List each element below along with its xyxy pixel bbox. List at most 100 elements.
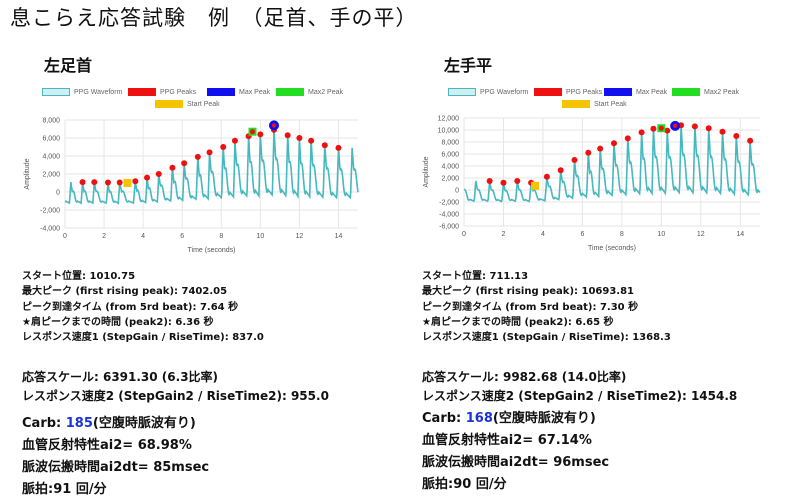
stat-shoulder-time: ★肩ピークまでの時間 (peak2): 6.36 秒 <box>22 316 214 328</box>
ppg-peak-point[interactable] <box>571 157 578 163</box>
ppg-waveform-line <box>64 129 359 205</box>
carb-value: 168 <box>465 411 493 426</box>
ppg-peak-point[interactable] <box>155 171 162 177</box>
stat-start: スタート位置: 1010.75 <box>22 271 136 282</box>
stat-peak-time: ピーク到達タイム (from 5rd beat): 7.64 秒 <box>22 301 239 313</box>
stat-scale: 応答スケール: 6391.30 (6.3比率) <box>22 370 219 384</box>
panel-left-ankle: 左足首 PPG Waveform PPG Peaks Max Peak Max2… <box>0 0 380 502</box>
ppg-peak-point[interactable] <box>624 135 631 142</box>
stat-start: スタート位置: 711.13 <box>422 271 529 282</box>
x-tick-label: 6 <box>580 231 584 238</box>
x-axis-label: Time (seconds) <box>588 245 636 252</box>
stat-carb: Carb: 185(空腹時脈波有り) <box>22 416 196 431</box>
ppg-peak-point[interactable] <box>335 144 342 151</box>
ppg-peak-point[interactable] <box>220 144 227 150</box>
y-tick-label: 4,000 <box>441 164 459 171</box>
y-tick-label: 10,000 <box>438 128 460 135</box>
x-tick-label: 4 <box>141 233 145 240</box>
ppg-peak-point[interactable] <box>206 149 213 156</box>
stat-ai2dt: 脈波伝搬時間ai2dt= 85msec <box>22 460 210 475</box>
legend-start-peak[interactable]: Start Peak <box>155 100 220 108</box>
y-tick-label: 4,000 <box>42 154 60 161</box>
stat-pulse: 脈拍:91 回/分 <box>22 482 107 497</box>
y-tick-label: -2,000 <box>439 200 459 207</box>
ppg-peak-point[interactable] <box>321 142 328 149</box>
ppg-peak-point[interactable] <box>104 179 111 186</box>
legend-max-peak[interactable]: Max Peak <box>207 88 270 96</box>
ppg-peak-point[interactable] <box>514 178 521 184</box>
ppg-peak-point[interactable] <box>284 132 291 139</box>
ppg-peak-point[interactable] <box>91 179 98 186</box>
ppg-peak-point[interactable] <box>638 129 645 136</box>
panel-title: 左足首 <box>44 56 93 75</box>
ppg-peak-point[interactable] <box>747 137 754 144</box>
ppg-peak-point[interactable] <box>585 149 592 156</box>
stat-response2: レスポンス速度2 (StepGain2 / RiseTime2): 955.0 <box>22 388 329 403</box>
ppg-peak-point[interactable] <box>597 145 604 152</box>
stats-block-2: 応答スケール: 6391.30 (6.3比率) レスポンス速度2 (StepGa… <box>22 368 329 405</box>
y-tick-label: 8,000 <box>42 118 60 125</box>
x-tick-label: 14 <box>736 231 744 238</box>
y-tick-label: 0 <box>455 188 459 195</box>
legend-max2-peak[interactable]: Max2 Peak <box>276 88 343 96</box>
y-tick-label: 0 <box>56 190 60 197</box>
legend-peaks[interactable]: PPG Peaks <box>534 88 602 96</box>
stat-ai2: 血管反射特性ai2= 68.98% <box>22 438 192 453</box>
ppg-peak-point[interactable] <box>144 174 151 181</box>
ppg-peak-point[interactable] <box>181 160 188 167</box>
ppg-peak-point[interactable] <box>557 167 564 174</box>
x-tick-label: 6 <box>180 233 184 240</box>
stat-shoulder-time: ★肩ピークまでの時間 (peak2): 6.65 秒 <box>422 316 614 328</box>
max-peak-center <box>672 123 678 129</box>
ppg-peak-point[interactable] <box>664 127 671 134</box>
stat-max-peak: 最大ピーク (first rising peak): 7402.05 <box>22 286 228 298</box>
y-axis-label: Amplitude <box>423 156 430 187</box>
stat-response1: レスポンス速度1 (StepGain / RiseTime): 1368.3 <box>422 332 671 344</box>
x-tick-label: 14 <box>335 233 343 240</box>
legend-waveform[interactable]: PPG Waveform <box>448 88 528 96</box>
ppg-chart-palm: -6,000 -4,000 -2,000 0 2,000 4,000 6,000 8,000 1… <box>423 116 761 252</box>
ppg-waveform-line <box>463 125 761 203</box>
legend-peaks[interactable]: PPG Peaks <box>128 88 196 96</box>
y-tick-label: 12,000 <box>438 116 460 123</box>
carb-value: 185 <box>65 416 93 431</box>
ppg-peak-point[interactable] <box>650 125 657 132</box>
x-tick-label: 0 <box>462 231 466 238</box>
ppg-peak-point[interactable] <box>691 123 698 130</box>
ppg-peak-point[interactable] <box>231 137 238 144</box>
ppg-peak-point[interactable] <box>169 164 176 171</box>
ppg-peak-point[interactable] <box>132 178 139 185</box>
y-tick-label: 6,000 <box>441 152 459 159</box>
stats-block-2: 応答スケール: 9982.68 (14.0比率) レスポンス速度2 (StepG… <box>422 368 737 405</box>
ppg-peak-point[interactable] <box>733 133 740 139</box>
stat-response1: レスポンス速度1 (StepGain / RiseTime): 837.0 <box>22 332 264 344</box>
max2-peak-point <box>250 129 256 135</box>
stat-max-peak: 最大ピーク (first rising peak): 10693.81 <box>422 286 635 298</box>
stat-pulse: 脈拍:90 回/分 <box>422 477 507 492</box>
x-tick-label: 8 <box>219 233 223 240</box>
ppg-peak-point[interactable] <box>116 179 123 186</box>
ppg-peak-point[interactable] <box>486 178 493 184</box>
ppg-peak-point[interactable] <box>308 137 315 144</box>
x-tick-label: 4 <box>541 231 545 238</box>
start-peak-marker[interactable] <box>123 179 132 187</box>
y-tick-label: -2,000 <box>40 208 60 215</box>
stat-ai2: 血管反射特性ai2= 67.14% <box>422 433 592 448</box>
max2-peak-point <box>658 125 664 131</box>
start-peak-marker[interactable] <box>531 181 540 190</box>
ppg-peak-point[interactable] <box>194 153 201 160</box>
ppg-peak-point[interactable] <box>79 179 86 186</box>
ppg-peak-point[interactable] <box>610 140 617 147</box>
ppg-peak-point[interactable] <box>296 135 303 141</box>
legend-waveform[interactable]: PPG Waveform <box>42 88 122 96</box>
x-tick-label: 2 <box>502 231 506 238</box>
stats-block-3: Carb: 185(空腹時脈波有り) 血管反射特性ai2= 68.98% 脈波伝… <box>22 413 209 501</box>
ppg-peak-point[interactable] <box>257 131 264 138</box>
legend-start-peak[interactable]: Start Peak <box>562 100 627 108</box>
legend-max-peak[interactable]: Max Peak <box>604 88 667 96</box>
legend-max2-peak[interactable]: Max2 Peak <box>672 88 739 96</box>
ppg-peak-point[interactable] <box>705 125 712 132</box>
ppg-peak-point[interactable] <box>500 179 507 186</box>
ppg-peak-point[interactable] <box>543 173 550 180</box>
ppg-peak-point[interactable] <box>719 128 726 135</box>
